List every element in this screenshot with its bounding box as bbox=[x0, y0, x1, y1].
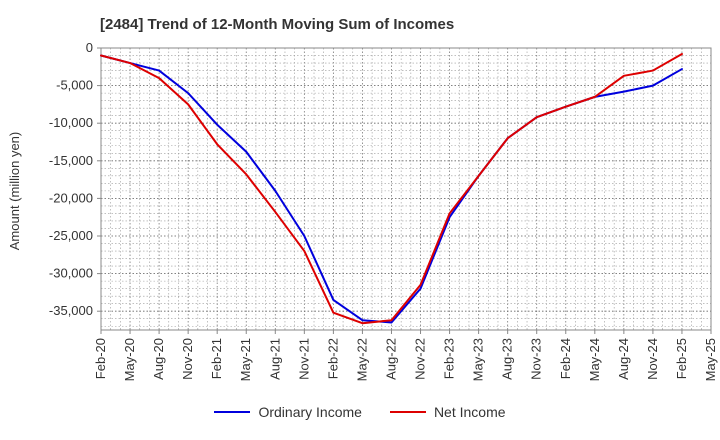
x-tick-label: Nov-21 bbox=[296, 338, 311, 380]
legend-label-ordinary-income: Ordinary Income bbox=[258, 404, 362, 420]
x-tick-label: Aug-23 bbox=[500, 338, 515, 380]
x-tick-label: May-25 bbox=[703, 338, 718, 381]
legend-item-ordinary-income: Ordinary Income bbox=[214, 404, 362, 420]
x-tick-label: May-22 bbox=[354, 338, 369, 381]
x-tick-label: Nov-24 bbox=[645, 338, 660, 380]
x-tick-label: Aug-20 bbox=[151, 338, 166, 380]
chart-title: [2484] Trend of 12-Month Moving Sum of I… bbox=[100, 16, 455, 33]
x-tick-label: Aug-22 bbox=[383, 338, 398, 380]
x-tick-label: Nov-23 bbox=[529, 338, 544, 380]
x-tick-label: Feb-23 bbox=[442, 338, 457, 379]
y-tick-label: 0 bbox=[86, 40, 93, 55]
y-tick-label: -30,000 bbox=[49, 266, 93, 281]
x-tick-label: Feb-25 bbox=[674, 338, 689, 379]
y-tick-label: -35,000 bbox=[49, 303, 93, 318]
x-tick-label: Feb-20 bbox=[93, 338, 108, 379]
x-tick-label: Aug-21 bbox=[267, 338, 282, 380]
series-line-net-income bbox=[100, 53, 683, 325]
y-axis-label: Amount (million yen) bbox=[7, 132, 22, 251]
grid-lines bbox=[100, 47, 712, 330]
y-tick-label: -15,000 bbox=[49, 153, 93, 168]
plot-frame bbox=[100, 47, 712, 331]
x-tick-label: Nov-22 bbox=[413, 338, 428, 380]
y-tick-label: -20,000 bbox=[49, 190, 93, 205]
legend-item-net-income: Net Income bbox=[389, 404, 506, 420]
x-tick-label: Nov-20 bbox=[180, 338, 195, 380]
x-tick-label: Feb-21 bbox=[209, 338, 224, 379]
y-tick-label: -10,000 bbox=[49, 115, 93, 130]
axes: 0 -5,000 -10,000 -15,000 -20,000 -25,000 -30,0… bbox=[49, 40, 718, 381]
legend-label-net-income: Net Income bbox=[433, 404, 506, 420]
y-tick-label: -25,000 bbox=[49, 228, 93, 243]
x-tick-label: Feb-22 bbox=[325, 338, 340, 379]
line-chart: 0 -5,000 -10,000 -15,000 -20,000 -25,000 -30,0… bbox=[7, 40, 718, 381]
legend: Ordinary Income Net Income bbox=[0, 404, 720, 420]
x-tick-label: May-23 bbox=[471, 338, 486, 381]
legend-swatch-ordinary-income bbox=[214, 411, 251, 413]
y-tick-label: -5,000 bbox=[56, 78, 93, 93]
x-tick-label: May-20 bbox=[122, 338, 137, 381]
x-tick-label: Aug-24 bbox=[616, 338, 631, 380]
x-tick-label: May-24 bbox=[587, 338, 602, 381]
legend-swatch-net-income bbox=[389, 411, 426, 413]
x-tick-label: Feb-24 bbox=[558, 338, 573, 379]
plot-area bbox=[101, 48, 711, 330]
x-tick-label: May-21 bbox=[238, 338, 253, 381]
series-lines bbox=[100, 53, 683, 325]
